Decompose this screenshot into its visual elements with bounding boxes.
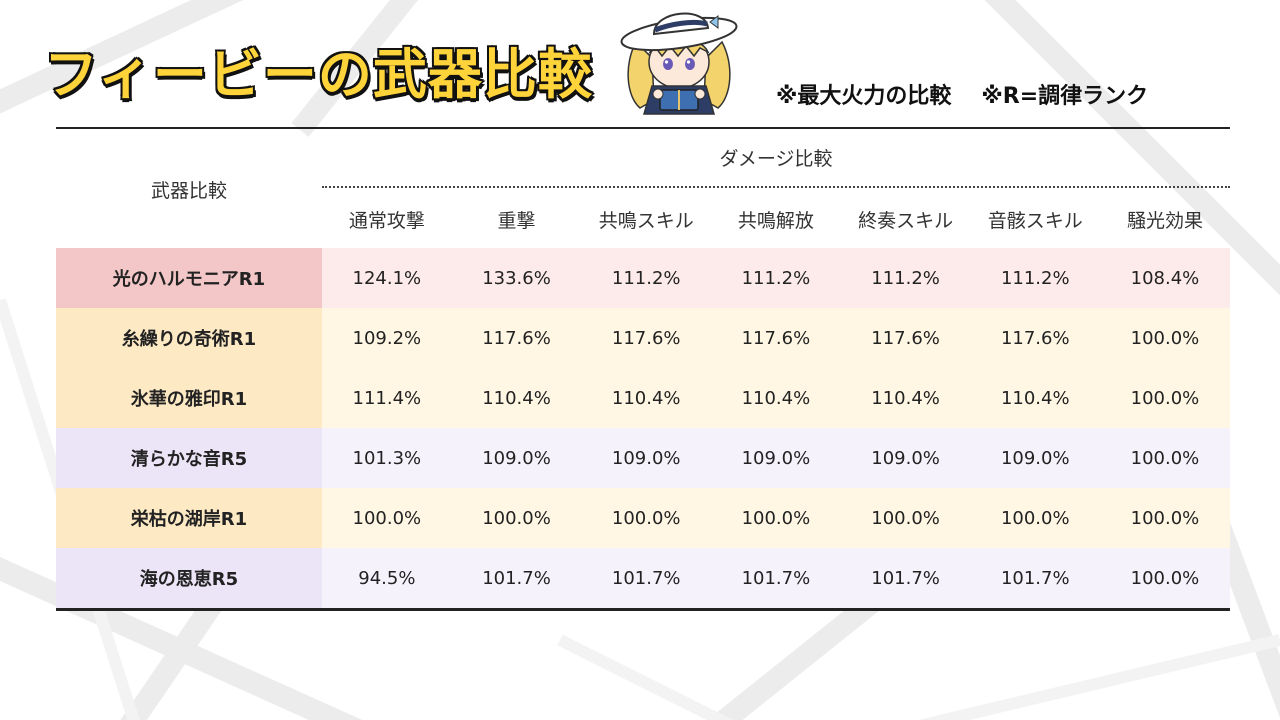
damage-value-cell: 117.6% <box>1000 327 1070 349</box>
damage-value-cell: 117.6% <box>741 327 811 349</box>
weapon-name-cell: 清らかな音R5 <box>56 428 322 488</box>
damage-value-cell: 94.5% <box>358 567 416 589</box>
damage-value-cell: 117.6% <box>482 327 551 349</box>
damage-value-cell: 110.4% <box>611 387 681 409</box>
damage-value-cell: 100.0% <box>352 507 422 529</box>
table-body: 光のハルモニアR1 124.1% 133.6% 111.2% 111.2% 111.2% 1… <box>56 248 1230 608</box>
damage-value-cell: 100.0% <box>1130 567 1200 589</box>
damage-value-cell: 124.1% <box>352 267 422 289</box>
damage-value-cell: 100.0% <box>871 507 940 529</box>
weapon-name-cell: 光のハルモニアR1 <box>56 248 322 308</box>
damage-value-cell: 117.6% <box>871 327 940 349</box>
damage-value-cell: 100.0% <box>482 507 551 529</box>
damage-value-cell: 100.0% <box>1000 507 1070 529</box>
damage-value-cell: 109.2% <box>352 327 422 349</box>
group-header-damage: ダメージ比較 <box>719 148 833 170</box>
table-top-rule <box>56 127 1230 129</box>
damage-value-cell: 101.7% <box>482 567 551 589</box>
damage-value-cell: 110.4% <box>482 387 551 409</box>
damage-value-cell: 133.6% <box>482 267 551 289</box>
column-header: 重撃 <box>497 210 536 232</box>
damage-value-cell: 101.7% <box>741 567 811 589</box>
table-row: 糸繰りの奇術R1 109.2% 117.6% 117.6% 117.6% 117.6% 11… <box>56 308 1230 368</box>
header-dotted-divider <box>322 186 1230 188</box>
damage-value-cell: 110.4% <box>741 387 811 409</box>
damage-value-cell: 117.6% <box>611 327 681 349</box>
table-row: 海の恩恵R5 94.5% 101.7% 101.7% 101.7% 101.7% 101.7… <box>56 548 1230 608</box>
note-max-firepower: ※最大火力の比較 <box>776 84 952 109</box>
damage-value-cell: 100.0% <box>611 507 681 529</box>
damage-value-cell: 101.7% <box>1000 567 1070 589</box>
column-header: 終奏スキル <box>858 210 954 232</box>
column-header: 通常攻撃 <box>348 210 425 232</box>
page-title: フィービーの武器比較 <box>43 42 594 108</box>
column-header: 共鳴スキル <box>598 210 694 232</box>
damage-value-cell: 100.0% <box>1130 387 1200 409</box>
damage-value-cell: 109.0% <box>741 447 811 469</box>
damage-value-cell: 100.0% <box>1130 447 1200 469</box>
damage-value-cell: 111.4% <box>352 387 422 409</box>
column-headers: 通常攻撃 重撃 共鳴スキル 共鳴解放 終奏スキル 音骸スキル 騒光効果 <box>322 206 1230 236</box>
row-header-weapon: 武器比較 <box>150 180 227 202</box>
column-header: 騒光効果 <box>1126 210 1203 232</box>
damage-value-cell: 101.7% <box>611 567 681 589</box>
damage-value-cell: 109.0% <box>611 447 681 469</box>
table-bottom-rule <box>56 608 1230 611</box>
mascot-icon <box>620 12 738 115</box>
column-header: 共鳴解放 <box>737 210 814 232</box>
damage-value-cell: 100.0% <box>1130 327 1200 349</box>
damage-values: 124.1% 133.6% 111.2% 111.2% 111.2% 111.2% 108.… <box>322 248 1230 308</box>
damage-values: 109.2% 117.6% 117.6% 117.6% 117.6% 117.6% 100.… <box>322 308 1230 368</box>
weapon-name-cell: 海の恩恵R5 <box>56 548 322 608</box>
damage-value-cell: 109.0% <box>871 447 940 469</box>
damage-value-cell: 111.2% <box>611 267 681 289</box>
damage-value-cell: 100.0% <box>1130 507 1200 529</box>
table-row: 清らかな音R5 101.3% 109.0% 109.0% 109.0% 109.0% 109… <box>56 428 1230 488</box>
damage-value-cell: 110.4% <box>1000 387 1070 409</box>
damage-values: 100.0% 100.0% 100.0% 100.0% 100.0% 100.0% 100.… <box>322 488 1230 548</box>
column-header: 音骸スキル <box>987 210 1083 232</box>
damage-value-cell: 101.3% <box>352 447 422 469</box>
weapon-name-cell: 栄枯の湖岸R1 <box>56 488 322 548</box>
table-row: 光のハルモニアR1 124.1% 133.6% 111.2% 111.2% 111.2% 1… <box>56 248 1230 308</box>
weapon-name-cell: 糸繰りの奇術R1 <box>56 308 322 368</box>
damage-value-cell: 111.2% <box>741 267 811 289</box>
damage-values: 94.5% 101.7% 101.7% 101.7% 101.7% 101.7% 100.0… <box>322 548 1230 608</box>
damage-value-cell: 111.2% <box>871 267 940 289</box>
table-row: 氷華の雅印R1 111.4% 110.4% 110.4% 110.4% 110.4% 110… <box>56 368 1230 428</box>
table-row: 栄枯の湖岸R1 100.0% 100.0% 100.0% 100.0% 100.0% 100… <box>56 488 1230 548</box>
damage-value-cell: 101.7% <box>871 567 940 589</box>
damage-value-cell: 100.0% <box>741 507 811 529</box>
damage-values: 101.3% 109.0% 109.0% 109.0% 109.0% 109.0% 100.… <box>322 428 1230 488</box>
damage-value-cell: 110.4% <box>871 387 940 409</box>
note-rank: ※R=調律ランク <box>981 84 1149 109</box>
damage-value-cell: 108.4% <box>1130 267 1200 289</box>
damage-value-cell: 109.0% <box>1000 447 1070 469</box>
damage-values: 111.4% 110.4% 110.4% 110.4% 110.4% 110.4% 100.… <box>322 368 1230 428</box>
damage-value-cell: 109.0% <box>482 447 551 469</box>
damage-value-cell: 111.2% <box>1000 267 1070 289</box>
weapon-name-cell: 氷華の雅印R1 <box>56 368 322 428</box>
notes: ※最大火力の比較 ※R=調律ランク <box>776 78 1148 110</box>
